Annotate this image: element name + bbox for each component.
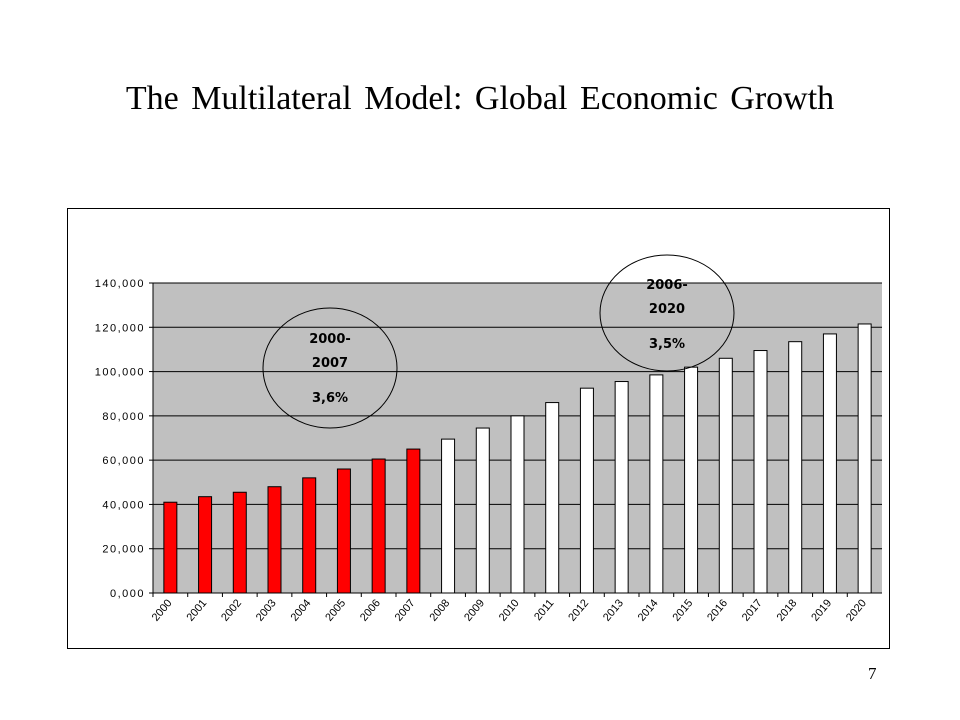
y-axis-ticks: 0,000 20,000 40,000 60,000 80,000 100,000 120,… (95, 278, 153, 600)
y-tick-label: 20,000 (102, 544, 145, 556)
bar-2007 (406, 448, 421, 594)
x-tick-label: 2018 (775, 597, 800, 623)
x-tick-label: 2009 (462, 597, 487, 623)
x-tick-label: 2001 (184, 597, 209, 623)
bar-2005 (336, 468, 351, 594)
bar-2018 (788, 341, 803, 594)
y-tick-label: 60,000 (102, 455, 145, 467)
annotation-period-line2: 2020 (649, 302, 685, 317)
x-tick-label: 2012 (566, 597, 591, 623)
bar-2017 (753, 350, 768, 594)
slide-title: The Multilateral Model: Global Economic … (125, 80, 835, 117)
x-tick-label: 2007 (393, 597, 418, 623)
x-tick-label: 2015 (670, 597, 695, 623)
x-tick-label: 2013 (601, 597, 626, 623)
bar-2008 (441, 438, 456, 594)
bar-2003 (267, 486, 282, 594)
bar-2000 (163, 501, 178, 594)
bar-2014 (649, 374, 664, 594)
bar-2013 (614, 381, 629, 594)
y-tick-label: 140,000 (95, 278, 145, 290)
x-tick-label: 2005 (323, 597, 348, 623)
bar-2011 (545, 402, 560, 594)
bar-2009 (475, 427, 490, 594)
bar-2001 (198, 496, 213, 594)
x-axis-ticks: 2000 2001 2002 2003 2004 2005 2006 2007 2008 2009… (150, 593, 869, 624)
x-tick-label: 2010 (497, 597, 522, 623)
annotation-2000-2007: 2000- 2007 3,6% (262, 307, 398, 429)
bar-2006 (371, 458, 386, 594)
x-tick-label: 2016 (705, 597, 730, 623)
y-tick-label: 120,000 (95, 322, 145, 334)
bar-2002 (232, 491, 247, 594)
annotation-period-line1: 2000- (309, 332, 351, 347)
bars (163, 323, 872, 594)
x-tick-label: 2020 (844, 597, 869, 623)
y-tick-label: 40,000 (102, 499, 145, 511)
x-tick-label: 2011 (532, 597, 556, 623)
bar-2019 (822, 333, 837, 594)
bar-2004 (302, 477, 317, 594)
annotation-rate: 3,6% (312, 391, 348, 406)
bar-2020 (857, 323, 872, 594)
annotation-period-line2: 2007 (312, 356, 348, 371)
bar-2010 (510, 415, 525, 594)
bar-2015 (684, 366, 699, 594)
bar-2016 (718, 357, 733, 594)
bar-2012 (579, 387, 594, 594)
x-tick-label: 2014 (636, 597, 661, 623)
x-tick-label: 2017 (740, 597, 765, 623)
annotation-period-line1: 2006- (646, 278, 688, 293)
annotation-2006-2020: 2006- 2020 3,5% (599, 254, 735, 372)
x-tick-label: 2000 (150, 597, 175, 623)
x-tick-label: 2003 (254, 597, 279, 623)
y-tick-label: 100,000 (95, 367, 145, 379)
y-tick-label: 0,000 (110, 588, 145, 600)
x-tick-label: 2002 (219, 597, 244, 623)
annotation-rate: 3,5% (649, 337, 685, 352)
x-tick-label: 2019 (809, 597, 834, 623)
x-tick-label: 2008 (427, 597, 452, 623)
page-number: 7 (868, 664, 877, 683)
y-tick-label: 80,000 (102, 411, 145, 423)
x-tick-label: 2004 (289, 597, 314, 623)
annotation-ellipse (599, 254, 735, 372)
x-tick-label: 2006 (358, 597, 383, 623)
annotation-ellipse (262, 307, 398, 429)
